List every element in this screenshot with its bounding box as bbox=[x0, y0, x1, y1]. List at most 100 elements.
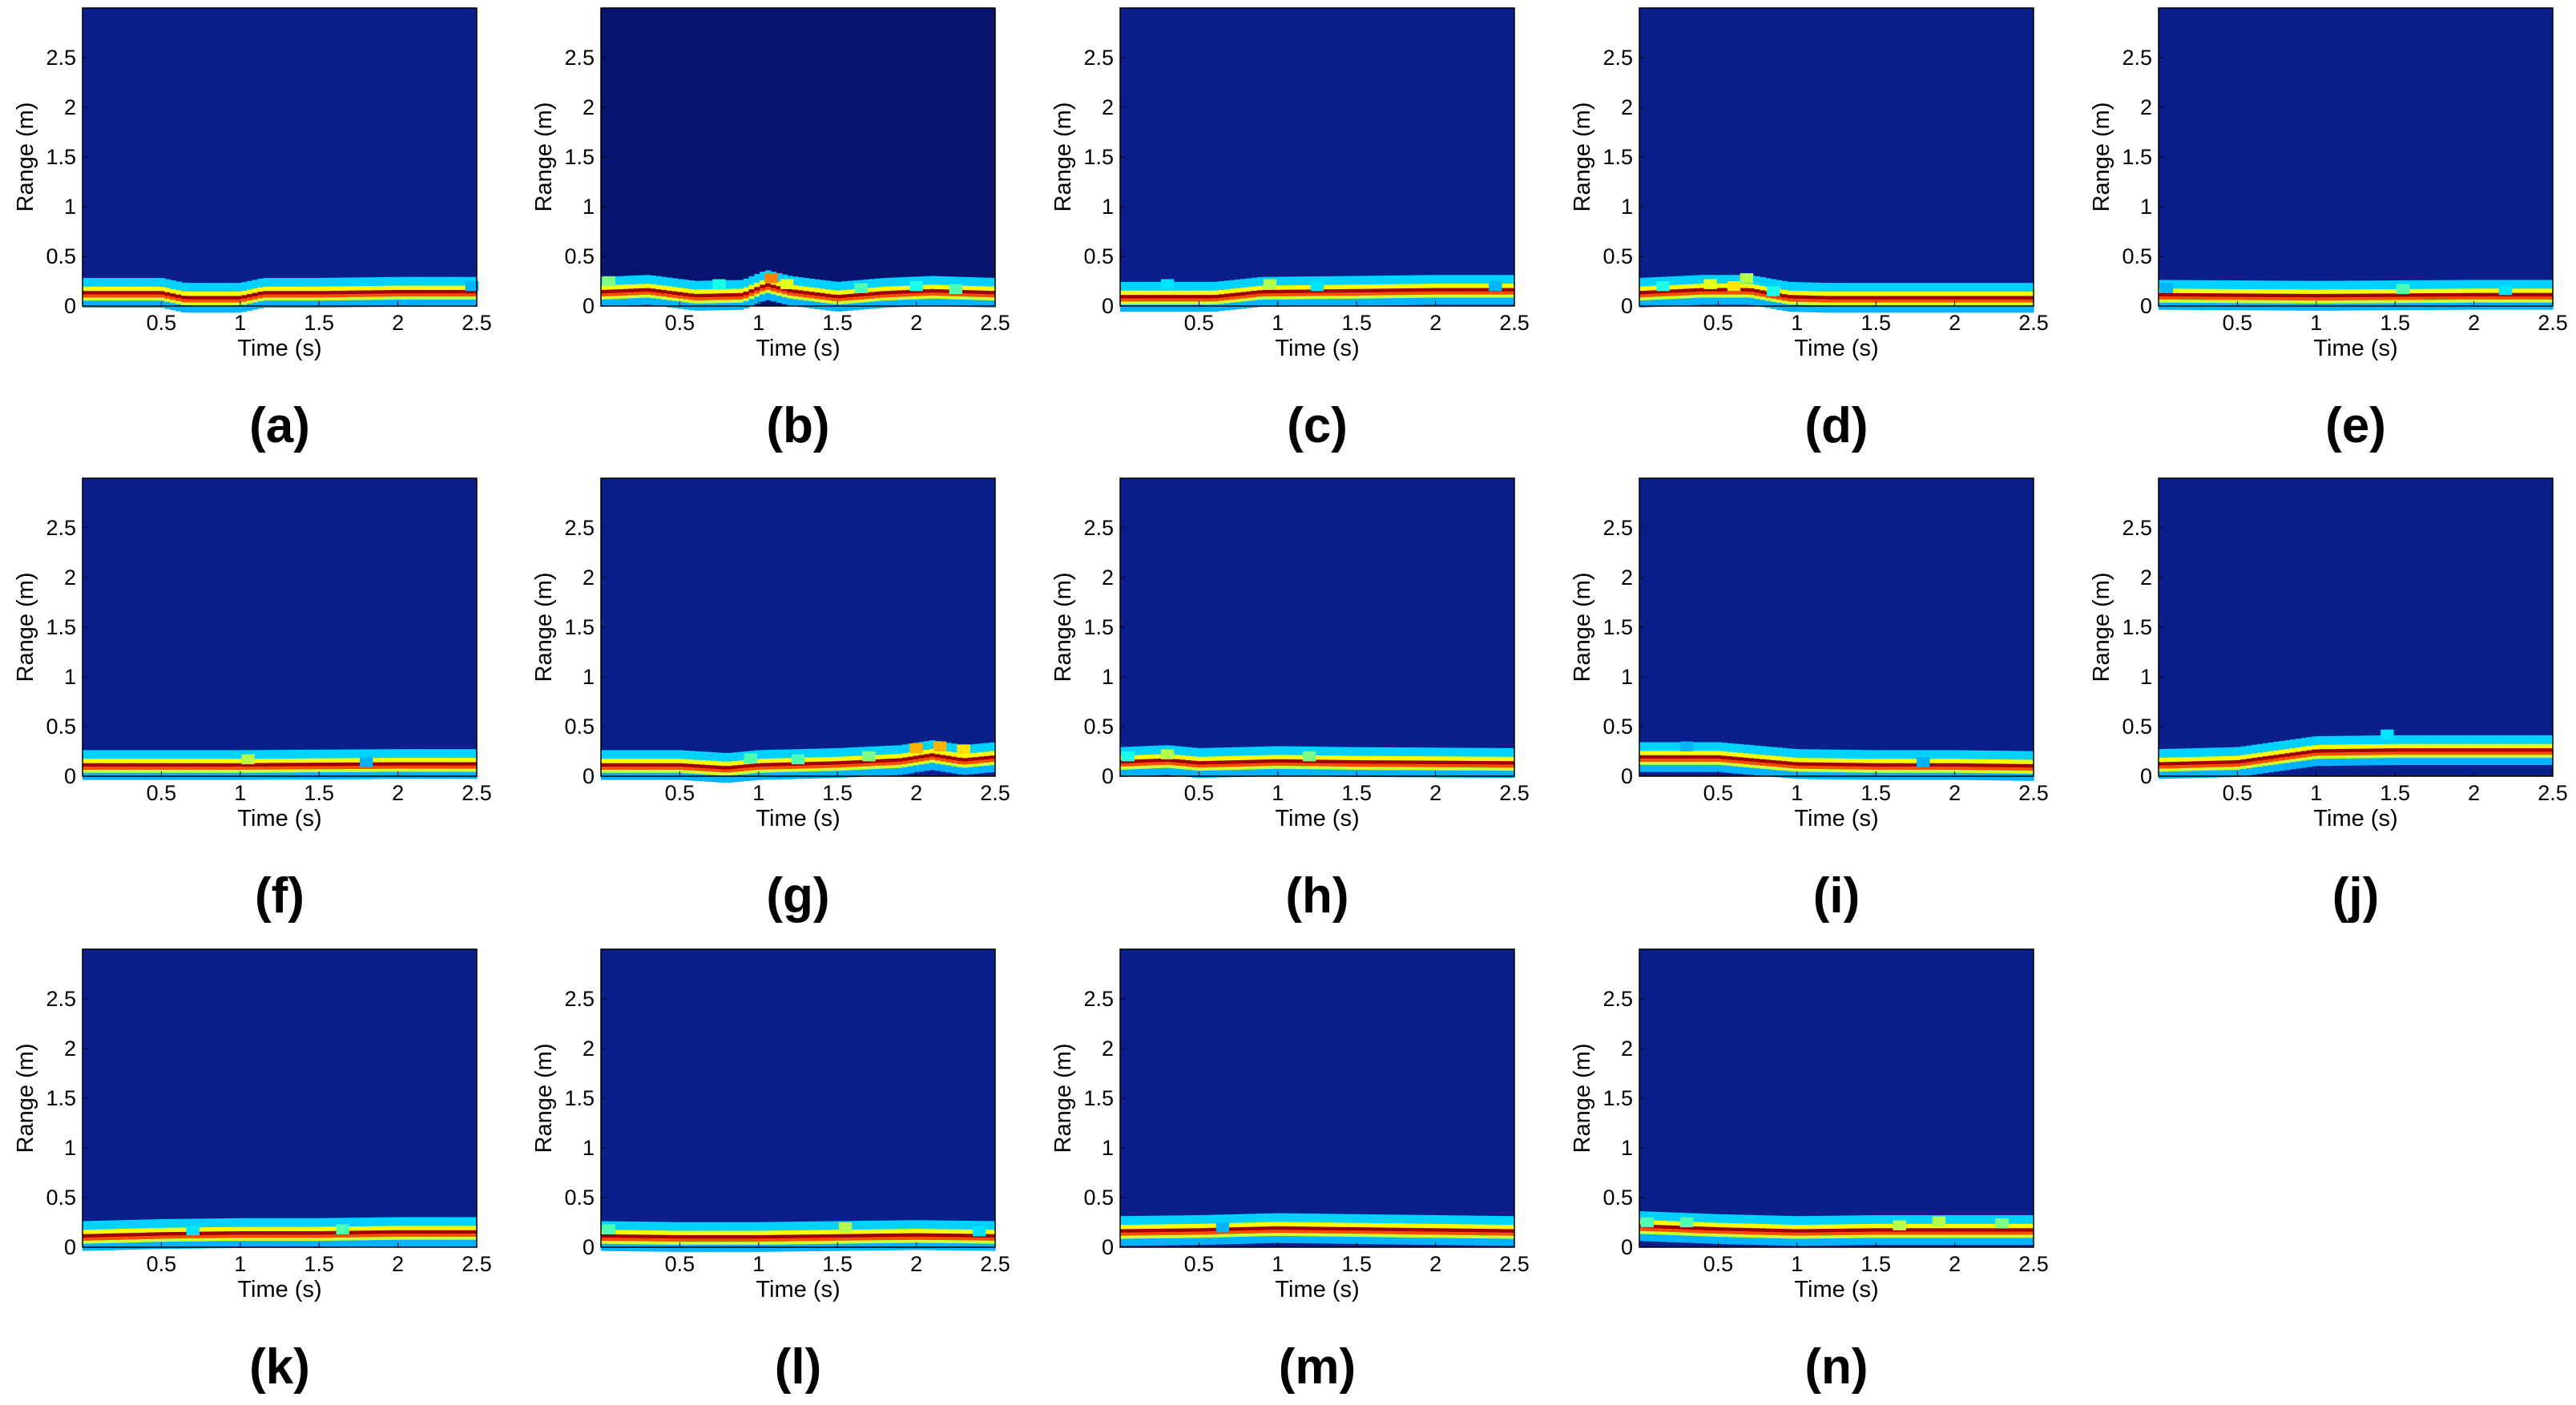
heatmap-cell bbox=[83, 759, 89, 764]
heatmap-cell bbox=[164, 769, 171, 773]
heatmap-cell bbox=[820, 300, 826, 303]
heatmap-cell bbox=[433, 296, 439, 300]
heatmap-cell bbox=[1498, 291, 1504, 295]
heatmap-cell bbox=[241, 763, 248, 767]
heatmap-cell bbox=[2344, 300, 2351, 304]
heatmap-cell bbox=[312, 749, 319, 760]
heatmap-cell bbox=[1694, 759, 1700, 762]
heatmap-cell bbox=[1989, 305, 1996, 313]
heatmap-cell bbox=[2202, 756, 2209, 762]
x-tick-label: 0.5 bbox=[147, 781, 177, 805]
heatmap-cell bbox=[1989, 767, 1996, 771]
heatmap-cell bbox=[1279, 299, 1285, 307]
heatmap-cell bbox=[639, 288, 646, 292]
heatmap-cell bbox=[2284, 280, 2291, 291]
heatmap-cell bbox=[808, 287, 816, 292]
heatmap-cell bbox=[1918, 292, 1925, 297]
heatmap-cell bbox=[454, 290, 462, 294]
heatmap-cell bbox=[2481, 748, 2488, 752]
heatmap-cell bbox=[1897, 292, 1903, 297]
heatmap-cell bbox=[208, 766, 215, 770]
heatmap-cell bbox=[170, 750, 176, 760]
heatmap-cell bbox=[2443, 757, 2449, 766]
heatmap-cell bbox=[644, 288, 651, 292]
heatmap-cell bbox=[1377, 298, 1384, 306]
heatmap-cell bbox=[1416, 275, 1422, 285]
heatmap-cell bbox=[1498, 770, 1504, 779]
heatmap-cell bbox=[2207, 296, 2214, 300]
heatmap-cell bbox=[1339, 755, 1345, 761]
heatmap-cell bbox=[1476, 770, 1482, 778]
heatmap-cell bbox=[2006, 299, 2013, 303]
heatmap-cell bbox=[257, 769, 264, 773]
heatmap-cell bbox=[2449, 757, 2455, 766]
heatmap-cell bbox=[1710, 764, 1717, 772]
heatmap-cell bbox=[732, 300, 739, 303]
heatmap-cell bbox=[1880, 292, 1887, 297]
heatmap-cell bbox=[973, 277, 980, 288]
heatmap-cell bbox=[280, 277, 286, 288]
heatmap-cell bbox=[2295, 758, 2302, 762]
heatmap-cell bbox=[1207, 756, 1214, 762]
heatmap-cell bbox=[2377, 300, 2384, 304]
heatmap-cell bbox=[2246, 300, 2252, 304]
heatmap-cell bbox=[1317, 759, 1324, 763]
heatmap-cell bbox=[1902, 283, 1909, 293]
heatmap-cell bbox=[2393, 293, 2401, 297]
heatmap-cell bbox=[1350, 298, 1357, 306]
heatmap-cell bbox=[93, 1237, 100, 1241]
heatmap-cell bbox=[2333, 293, 2340, 298]
heatmap-cell bbox=[350, 758, 357, 763]
heatmap-cell bbox=[340, 766, 346, 770]
heatmap-cell bbox=[617, 763, 623, 767]
heatmap-cell bbox=[1426, 284, 1433, 289]
heatmap-cell bbox=[2487, 280, 2493, 290]
heatmap-cell bbox=[120, 300, 127, 308]
heatmap-cell bbox=[2399, 743, 2406, 749]
heatmap-cell bbox=[1995, 305, 2002, 313]
heatmap-cell bbox=[159, 1227, 166, 1234]
heatmap-cell bbox=[2360, 758, 2368, 766]
heatmap-cell bbox=[383, 758, 390, 763]
heatmap-cell bbox=[1196, 281, 1203, 292]
heatmap-cell bbox=[727, 293, 733, 297]
heatmap-cell bbox=[214, 763, 220, 767]
x-tick-label: 0.5 bbox=[2223, 311, 2253, 335]
heatmap-cell bbox=[924, 289, 930, 293]
heatmap-cell bbox=[296, 749, 302, 760]
heatmap-cell bbox=[197, 759, 204, 764]
heatmap-cell bbox=[378, 1226, 385, 1231]
heatmap-cell bbox=[175, 750, 182, 760]
heatmap-cell bbox=[378, 1237, 385, 1241]
heatmap-cell bbox=[1131, 763, 1138, 767]
heatmap-cell bbox=[181, 1218, 187, 1230]
heatmap-cell bbox=[781, 296, 788, 304]
heatmap-cell bbox=[1683, 761, 1690, 765]
heatmap-cell bbox=[87, 300, 95, 308]
heatmap-cell bbox=[1344, 755, 1351, 761]
heatmap-cell bbox=[1486, 297, 1494, 305]
heatmap-cell bbox=[1207, 304, 1214, 312]
heatmap-cell bbox=[2240, 759, 2247, 763]
heatmap-cell bbox=[2410, 748, 2417, 752]
heatmap-cell bbox=[219, 766, 226, 770]
heatmap-cell bbox=[1175, 298, 1181, 302]
heatmap-cell bbox=[2432, 300, 2439, 304]
heatmap-cell bbox=[2300, 297, 2308, 301]
heatmap-cell bbox=[2389, 735, 2395, 746]
heatmap-cell bbox=[1372, 295, 1378, 299]
heatmap-cell bbox=[1902, 296, 1909, 300]
heatmap-cell bbox=[1476, 284, 1482, 289]
heatmap-cell bbox=[1509, 767, 1515, 771]
y-tick-label: 1 bbox=[2140, 195, 2152, 219]
heatmap-cell bbox=[2426, 300, 2433, 304]
heatmap-cell bbox=[421, 285, 429, 291]
heatmap-cell bbox=[1202, 747, 1208, 759]
heatmap-cell bbox=[924, 741, 930, 751]
heatmap-cell bbox=[2377, 755, 2384, 759]
heatmap-cell bbox=[2306, 289, 2312, 295]
heatmap-cell bbox=[1322, 755, 1329, 761]
heatmap-cell bbox=[340, 290, 346, 295]
heatmap-cell bbox=[449, 768, 456, 772]
heatmap-cell bbox=[2257, 757, 2264, 761]
